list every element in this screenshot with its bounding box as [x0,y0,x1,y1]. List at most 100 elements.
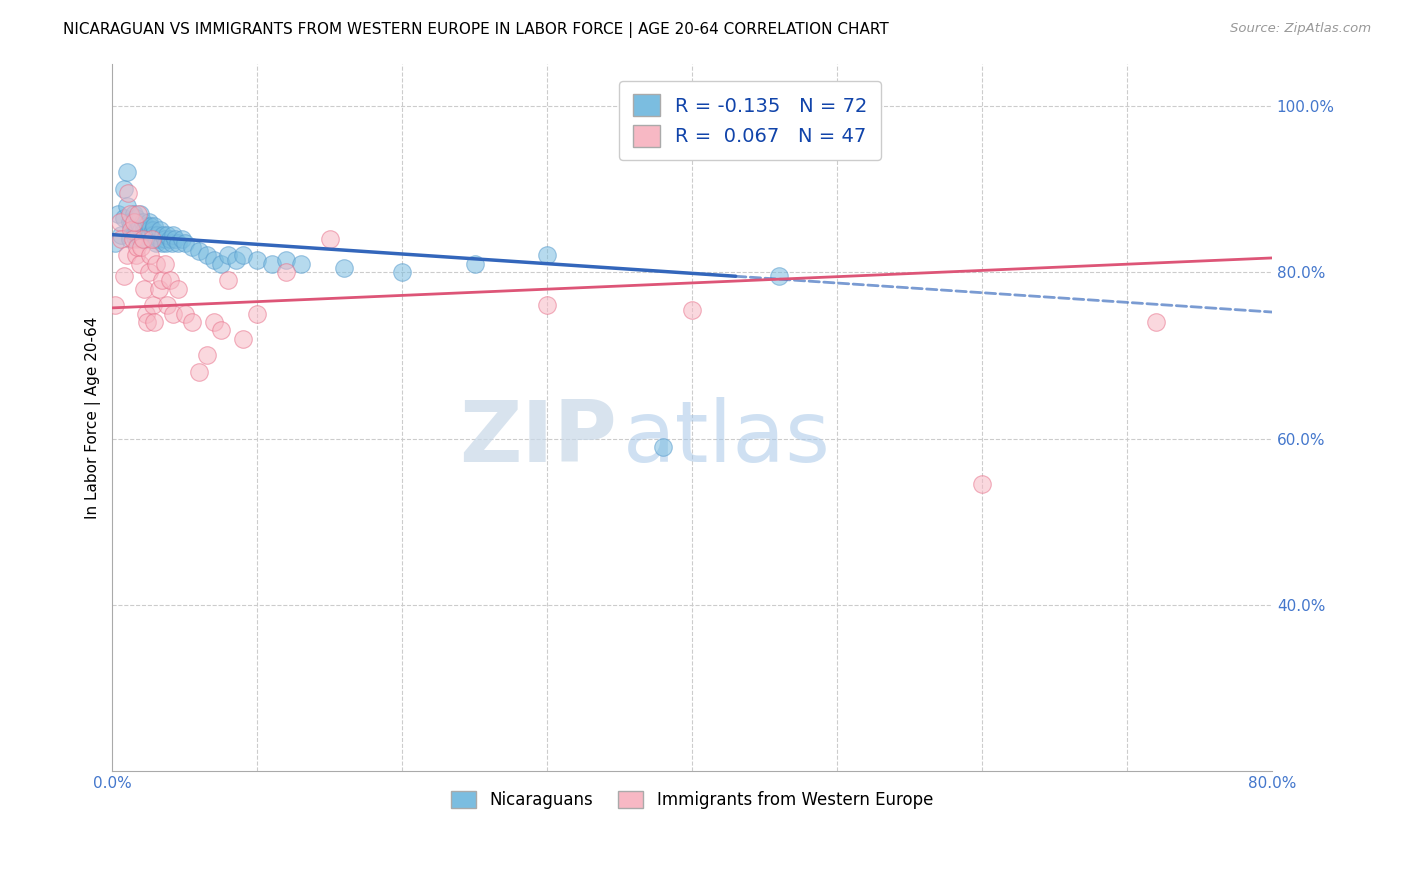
Point [139,248,162,262]
Point [170,232,193,246]
Point [188,244,211,259]
Point [135,307,157,321]
Point [150,235,173,250]
Point [104,235,127,250]
Point [136,232,159,246]
Point [134,223,156,237]
Point [143,219,166,234]
Point [188,365,211,379]
Point [122,215,145,229]
Point [202,315,225,329]
Point [166,282,188,296]
Point [108,215,131,229]
Point [128,215,150,229]
Point [132,227,155,242]
Point [333,260,356,275]
Point [246,252,269,267]
Point [1144,315,1167,329]
Point [129,219,152,234]
Point [162,307,184,321]
Point [125,223,148,237]
Point [121,232,143,246]
Point [536,298,558,312]
Y-axis label: In Labor Force | Age 20-64: In Labor Force | Age 20-64 [86,317,101,519]
Text: atlas: atlas [623,398,831,481]
Point [173,307,195,321]
Point [142,223,165,237]
Point [136,315,159,329]
Point [125,240,148,254]
Point [132,232,155,246]
Point [115,198,138,212]
Text: ZIP: ZIP [458,398,617,481]
Point [131,232,153,246]
Point [217,248,239,262]
Point [122,227,145,242]
Point [970,477,993,491]
Point [118,207,141,221]
Point [149,223,172,237]
Point [225,252,247,267]
Point [120,223,142,237]
Point [129,207,152,221]
Point [232,332,254,346]
Point [107,207,129,221]
Point [181,315,204,329]
Point [156,227,179,242]
Point [118,215,141,229]
Point [128,207,150,221]
Point [652,440,675,454]
Point [124,232,146,246]
Point [464,257,486,271]
Point [110,227,132,242]
Point [163,232,186,246]
Point [209,323,232,337]
Point [135,219,157,234]
Point [148,232,170,246]
Point [162,227,184,242]
Point [110,232,132,246]
Point [141,232,163,246]
Point [121,223,143,237]
Point [181,240,204,254]
Point [153,232,176,246]
Point [128,227,150,242]
Point [142,298,165,312]
Point [166,235,188,250]
Point [122,207,145,221]
Point [124,248,146,262]
Point [202,252,225,267]
Point [159,232,181,246]
Point [160,235,183,250]
Point [131,240,153,254]
Point [136,227,159,242]
Point [148,282,170,296]
Point [142,227,165,242]
Point [391,265,413,279]
Point [112,211,135,225]
Point [681,302,703,317]
Point [290,257,312,271]
Point [139,219,162,234]
Point [153,257,176,271]
Point [138,223,160,237]
Point [145,232,167,246]
Point [173,235,195,250]
Point [155,235,177,250]
Point [141,232,163,246]
Point [209,257,232,271]
Point [150,273,173,287]
Point [104,298,127,312]
Point [146,227,169,242]
Point [276,265,298,279]
Point [145,257,167,271]
Point [112,182,135,196]
Legend: Nicaraguans, Immigrants from Western Europe: Nicaraguans, Immigrants from Western Eur… [444,785,939,816]
Point [195,348,218,362]
Point [768,269,790,284]
Point [120,219,142,234]
Point [131,223,153,237]
Point [195,248,218,262]
Point [276,252,298,267]
Point [138,265,160,279]
